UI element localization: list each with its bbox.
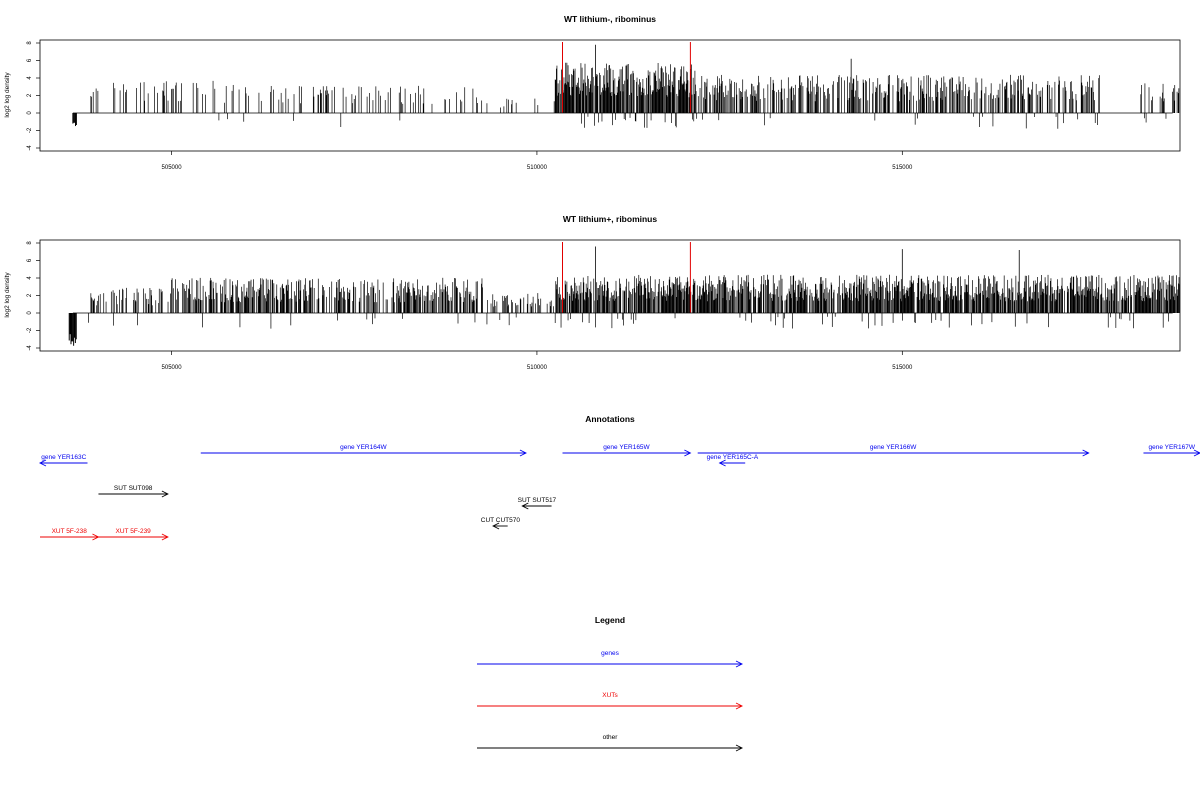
legend-items: genes XUTs other: [477, 650, 744, 752]
feature-label: XUT 5F-239: [116, 528, 152, 535]
arrow-head: [735, 702, 744, 710]
density-bars: [68, 246, 1180, 346]
x-axis: 505000 510000 515000: [162, 151, 913, 171]
x-axis: 505000 510000 515000: [162, 351, 913, 371]
y-tick-label: 2: [27, 93, 33, 97]
legend-item: other: [477, 734, 744, 752]
legend-item: genes: [477, 650, 744, 668]
density-bars: [72, 44, 1180, 129]
feature-label: gene YER165W: [603, 444, 650, 451]
feature-label: gene YER164W: [340, 444, 387, 451]
x-tick-label: 515000: [892, 165, 913, 171]
arrow-head: [684, 449, 692, 457]
y-tick-label: 6: [27, 58, 33, 62]
feature-label: SUT SUT517: [518, 497, 557, 504]
annotation-feature: gene YER164W: [200, 444, 527, 457]
y-axis-label: log2 log density: [4, 72, 11, 118]
feature-label: gene YER163C: [41, 454, 86, 461]
x-tick-label: 510000: [527, 165, 548, 171]
legend-label: genes: [601, 650, 619, 657]
y-tick-label: 0: [27, 111, 33, 115]
arrow-head: [735, 660, 744, 668]
annotation-feature: gene YER165W: [562, 444, 692, 457]
y-tick-label: 4: [27, 76, 33, 80]
y-axis: -4 -2 0 2 4 6 8: [27, 41, 40, 151]
track-panel-lithium-minus: WT lithium-, ribominus log2 log density …: [4, 14, 1181, 171]
boundary-markers: [562, 42, 691, 113]
annotation-feature: XUT 5F-238: [40, 528, 100, 541]
arrow-head: [735, 744, 744, 752]
annotation-feature: CUT CUT570: [481, 517, 521, 530]
arrow-head: [718, 459, 726, 467]
y-tick-label: 2: [27, 293, 33, 297]
x-tick-label: 505000: [162, 365, 183, 371]
arrow-head: [519, 449, 527, 457]
feature-label: XUT 5F-238: [52, 528, 88, 535]
y-tick-label: 4: [27, 276, 33, 280]
annotation-feature: gene YER166W: [697, 444, 1090, 457]
legend-panel: Legend genes XUTs other: [477, 615, 744, 752]
annotation-feature: SUT SUT098: [98, 485, 169, 498]
x-tick-label: 505000: [162, 165, 183, 171]
annotation-features: gene YER163C gene YER164W gene YER165W gene…: [38, 444, 1200, 541]
arrow-head: [161, 490, 169, 498]
panel-title: WT lithium-, ribominus: [564, 14, 656, 24]
arrow-head: [1082, 449, 1090, 457]
x-tick-label: 515000: [892, 365, 913, 371]
y-tick-label: 8: [27, 241, 33, 245]
arrow-head: [161, 533, 169, 541]
y-axis: -4 -2 0 2 4 6 8: [27, 241, 40, 351]
annotation-feature: SUT SUT517: [518, 497, 557, 510]
legend-item: XUTs: [477, 692, 744, 710]
y-tick-label: -4: [27, 145, 33, 151]
feature-label: gene YER165C-A: [707, 454, 759, 461]
annotation-feature: gene YER165C-A: [707, 454, 759, 467]
arrow-head: [38, 459, 47, 467]
y-tick-label: 6: [27, 258, 33, 262]
x-tick-label: 510000: [527, 365, 548, 371]
y-tick-label: -2: [27, 127, 33, 133]
legend-label: other: [603, 734, 619, 741]
feature-label: gene YER167W: [1148, 444, 1195, 451]
arrow-head: [492, 522, 500, 530]
annotation-feature: gene YER163C: [38, 454, 88, 467]
y-tick-label: -4: [27, 345, 33, 351]
annotations-title: Annotations: [585, 414, 635, 424]
legend-label: XUTs: [602, 692, 618, 699]
panel-title: WT lithium+, ribominus: [563, 214, 657, 224]
feature-label: gene YER166W: [870, 444, 917, 451]
y-axis-label: log2 log density: [4, 272, 11, 318]
annotation-feature: XUT 5F-239: [98, 528, 169, 541]
arrow-head: [1193, 449, 1200, 457]
arrow-head: [521, 502, 529, 510]
track-panel-lithium-plus: WT lithium+, ribominus log2 log density …: [4, 214, 1181, 371]
feature-label: CUT CUT570: [481, 517, 521, 524]
y-tick-label: 0: [27, 311, 33, 315]
annotation-feature: gene YER167W: [1143, 444, 1200, 457]
feature-label: SUT SUT098: [114, 485, 153, 492]
y-tick-label: 8: [27, 41, 33, 45]
y-tick-label: -2: [27, 327, 33, 333]
legend-title: Legend: [595, 615, 625, 625]
boundary-markers: [562, 242, 691, 313]
